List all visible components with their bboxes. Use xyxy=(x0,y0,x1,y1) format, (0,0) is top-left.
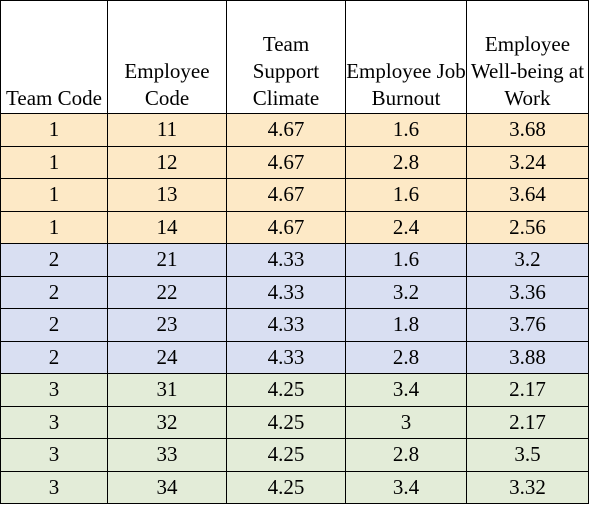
cell-employee-code: 34 xyxy=(107,470,227,504)
cell-job-burnout: 3.2 xyxy=(345,275,467,309)
table-row: 3 34 4.25 3.4 3.32 xyxy=(0,470,589,504)
cell-team-code: 3 xyxy=(0,373,108,407)
cell-team-code: 1 xyxy=(0,178,108,212)
cell-team-support-climate: 4.33 xyxy=(226,275,346,309)
header-team-code: Team Code xyxy=(0,0,108,114)
table-row: 3 31 4.25 3.4 2.17 xyxy=(0,373,589,407)
cell-team-support-climate: 4.25 xyxy=(226,405,346,439)
table-row: 1 13 4.67 1.6 3.64 xyxy=(0,178,589,212)
cell-employee-code: 14 xyxy=(107,210,227,244)
cell-well-being: 3.5 xyxy=(466,438,589,472)
cell-employee-code: 24 xyxy=(107,340,227,374)
cell-well-being: 2.17 xyxy=(466,405,589,439)
cell-well-being: 3.68 xyxy=(466,113,589,147)
cell-team-code: 3 xyxy=(0,405,108,439)
cell-team-support-climate: 4.67 xyxy=(226,178,346,212)
table-row: 2 24 4.33 2.8 3.88 xyxy=(0,340,589,374)
cell-well-being: 3.32 xyxy=(466,470,589,504)
cell-job-burnout: 2.8 xyxy=(345,438,467,472)
cell-well-being: 2.17 xyxy=(466,373,589,407)
cell-job-burnout: 2.8 xyxy=(345,340,467,374)
cell-team-support-climate: 4.33 xyxy=(226,243,346,277)
cell-job-burnout: 2.8 xyxy=(345,145,467,179)
table-row: 3 32 4.25 3 2.17 xyxy=(0,405,589,439)
header-employee-code: Employee Code xyxy=(107,0,227,114)
cell-job-burnout: 2.4 xyxy=(345,210,467,244)
cell-well-being: 3.64 xyxy=(466,178,589,212)
header-row: Team Code Employee Code Team Support Cli… xyxy=(0,0,589,114)
cell-well-being: 3.76 xyxy=(466,308,589,342)
cell-employee-code: 11 xyxy=(107,113,227,147)
table-row: 2 21 4.33 1.6 3.2 xyxy=(0,243,589,277)
cell-team-code: 3 xyxy=(0,438,108,472)
cell-employee-code: 31 xyxy=(107,373,227,407)
cell-job-burnout: 1.6 xyxy=(345,113,467,147)
cell-team-support-climate: 4.25 xyxy=(226,438,346,472)
cell-well-being: 3.88 xyxy=(466,340,589,374)
cell-team-support-climate: 4.67 xyxy=(226,113,346,147)
cell-team-support-climate: 4.33 xyxy=(226,308,346,342)
header-employee-job-burnout: Employee Job Burnout xyxy=(345,0,467,114)
header-employee-well-being: Employee Well-being at Work xyxy=(466,0,589,114)
cell-team-code: 1 xyxy=(0,113,108,147)
cell-well-being: 3.2 xyxy=(466,243,589,277)
cell-employee-code: 33 xyxy=(107,438,227,472)
cell-team-code: 2 xyxy=(0,340,108,374)
cell-team-support-climate: 4.25 xyxy=(226,373,346,407)
table-row: 1 12 4.67 2.8 3.24 xyxy=(0,145,589,179)
cell-job-burnout: 3.4 xyxy=(345,373,467,407)
cell-team-code: 1 xyxy=(0,145,108,179)
cell-job-burnout: 1.8 xyxy=(345,308,467,342)
cell-team-code: 2 xyxy=(0,243,108,277)
cell-employee-code: 13 xyxy=(107,178,227,212)
header-team-support-climate: Team Support Climate xyxy=(226,0,346,114)
table-row: 1 11 4.67 1.6 3.68 xyxy=(0,113,589,147)
cell-team-support-climate: 4.67 xyxy=(226,210,346,244)
cell-job-burnout: 3.4 xyxy=(345,470,467,504)
cell-well-being: 3.24 xyxy=(466,145,589,179)
cell-job-burnout: 1.6 xyxy=(345,243,467,277)
cell-employee-code: 22 xyxy=(107,275,227,309)
table-row: 2 23 4.33 1.8 3.76 xyxy=(0,308,589,342)
cell-employee-code: 12 xyxy=(107,145,227,179)
cell-job-burnout: 1.6 xyxy=(345,178,467,212)
cell-well-being: 2.56 xyxy=(466,210,589,244)
cell-team-code: 2 xyxy=(0,308,108,342)
cell-employee-code: 21 xyxy=(107,243,227,277)
table-body: 1 11 4.67 1.6 3.68 1 12 4.67 2.8 3.24 1 … xyxy=(0,113,589,504)
cell-employee-code: 32 xyxy=(107,405,227,439)
cell-team-support-climate: 4.25 xyxy=(226,470,346,504)
cell-team-support-climate: 4.33 xyxy=(226,340,346,374)
table-row: 1 14 4.67 2.4 2.56 xyxy=(0,210,589,244)
cell-team-code: 3 xyxy=(0,470,108,504)
cell-team-code: 1 xyxy=(0,210,108,244)
cell-job-burnout: 3 xyxy=(345,405,467,439)
cell-well-being: 3.36 xyxy=(466,275,589,309)
table-row: 2 22 4.33 3.2 3.36 xyxy=(0,275,589,309)
table-row: 3 33 4.25 2.8 3.5 xyxy=(0,438,589,472)
cell-employee-code: 23 xyxy=(107,308,227,342)
cell-team-support-climate: 4.67 xyxy=(226,145,346,179)
cell-team-code: 2 xyxy=(0,275,108,309)
